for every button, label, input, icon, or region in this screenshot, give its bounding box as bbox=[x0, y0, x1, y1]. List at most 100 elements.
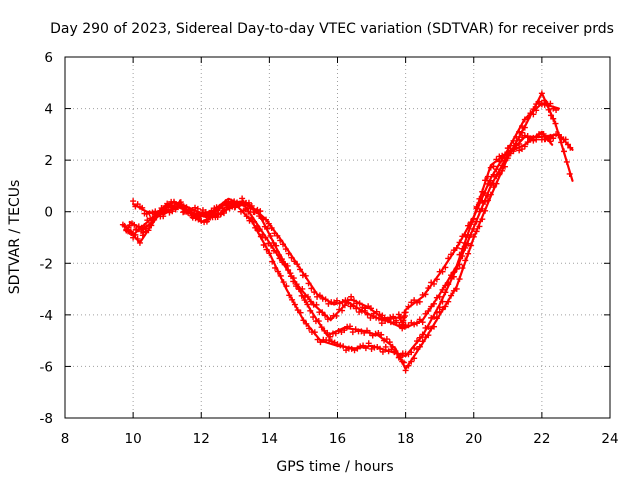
data-point bbox=[487, 191, 494, 198]
data-point bbox=[496, 171, 503, 178]
data-point bbox=[290, 275, 297, 282]
data-point bbox=[473, 205, 480, 212]
data-point bbox=[237, 200, 244, 207]
x-tick-label: 22 bbox=[533, 431, 550, 447]
data-point bbox=[131, 221, 138, 228]
data-point bbox=[277, 237, 284, 244]
data-point bbox=[140, 229, 147, 236]
data-point bbox=[160, 208, 167, 215]
data-point bbox=[223, 206, 230, 213]
data-point bbox=[262, 234, 269, 241]
data-point bbox=[419, 319, 426, 326]
data-point bbox=[349, 329, 356, 336]
data-point bbox=[237, 208, 244, 215]
series-line bbox=[128, 130, 554, 329]
data-point bbox=[348, 293, 355, 300]
data-point bbox=[220, 207, 227, 214]
data-point bbox=[467, 242, 474, 249]
data-point bbox=[408, 358, 415, 365]
data-point bbox=[310, 314, 317, 321]
data-point bbox=[155, 209, 162, 216]
series-layer bbox=[119, 90, 574, 374]
data-point bbox=[177, 199, 184, 206]
data-point bbox=[357, 343, 364, 350]
data-point bbox=[172, 203, 179, 210]
data-point bbox=[521, 143, 528, 150]
data-point bbox=[462, 231, 469, 238]
y-tick-label: -2 bbox=[40, 256, 53, 272]
data-point bbox=[282, 246, 289, 253]
data-point bbox=[286, 292, 293, 299]
data-point bbox=[456, 251, 463, 258]
data-point bbox=[288, 254, 295, 261]
x-tick-label: 20 bbox=[465, 431, 482, 447]
data-point bbox=[484, 180, 491, 187]
data-point bbox=[547, 112, 554, 119]
data-point bbox=[563, 158, 570, 165]
data-point bbox=[530, 111, 537, 118]
y-tick-label: 6 bbox=[44, 50, 53, 66]
data-point bbox=[448, 292, 455, 299]
data-point bbox=[399, 325, 406, 332]
data-point bbox=[411, 345, 418, 352]
data-point bbox=[325, 337, 332, 344]
data-point bbox=[490, 163, 497, 170]
data-point bbox=[499, 155, 506, 162]
data-point bbox=[425, 332, 432, 339]
data-point bbox=[259, 231, 266, 238]
data-point bbox=[327, 333, 334, 340]
data-point bbox=[487, 177, 494, 184]
data-point bbox=[433, 294, 440, 301]
data-point bbox=[516, 136, 523, 143]
data-point bbox=[436, 293, 443, 300]
data-point bbox=[562, 136, 569, 143]
data-point bbox=[285, 250, 292, 257]
data-point bbox=[157, 209, 164, 216]
data-point bbox=[297, 309, 304, 316]
data-point bbox=[465, 250, 472, 257]
data-point bbox=[501, 163, 508, 170]
data-point bbox=[186, 206, 193, 213]
data-point bbox=[416, 334, 423, 341]
data-point bbox=[274, 232, 281, 239]
data-point bbox=[445, 279, 452, 286]
data-point bbox=[273, 248, 280, 255]
series-track-4 bbox=[130, 100, 561, 332]
data-point bbox=[328, 338, 335, 345]
data-point bbox=[248, 214, 255, 221]
data-point bbox=[267, 233, 274, 240]
data-point bbox=[268, 224, 275, 231]
data-point bbox=[253, 223, 260, 230]
series-track-2 bbox=[123, 90, 574, 374]
data-point bbox=[265, 220, 272, 227]
data-point bbox=[307, 307, 314, 314]
data-point bbox=[377, 345, 384, 352]
data-point bbox=[386, 339, 393, 346]
data-point bbox=[527, 110, 534, 117]
data-point bbox=[428, 314, 435, 321]
data-point bbox=[552, 120, 559, 127]
data-point bbox=[550, 115, 557, 122]
x-tick-label: 8 bbox=[61, 431, 70, 447]
x-tick-label: 14 bbox=[261, 431, 278, 447]
data-point bbox=[550, 135, 557, 142]
data-point bbox=[228, 203, 235, 210]
data-point bbox=[146, 222, 153, 229]
data-point bbox=[285, 266, 292, 273]
data-point bbox=[146, 210, 153, 217]
data-point bbox=[462, 257, 469, 264]
x-tick-label: 24 bbox=[601, 431, 618, 447]
data-point bbox=[402, 309, 409, 316]
data-point bbox=[306, 325, 313, 332]
data-point bbox=[561, 148, 568, 155]
y-tick-label: 4 bbox=[44, 102, 53, 118]
data-point bbox=[364, 311, 371, 318]
data-point bbox=[490, 171, 497, 178]
data-point bbox=[416, 298, 423, 305]
data-point bbox=[400, 359, 407, 366]
data-point bbox=[304, 293, 311, 300]
data-point bbox=[263, 246, 270, 253]
